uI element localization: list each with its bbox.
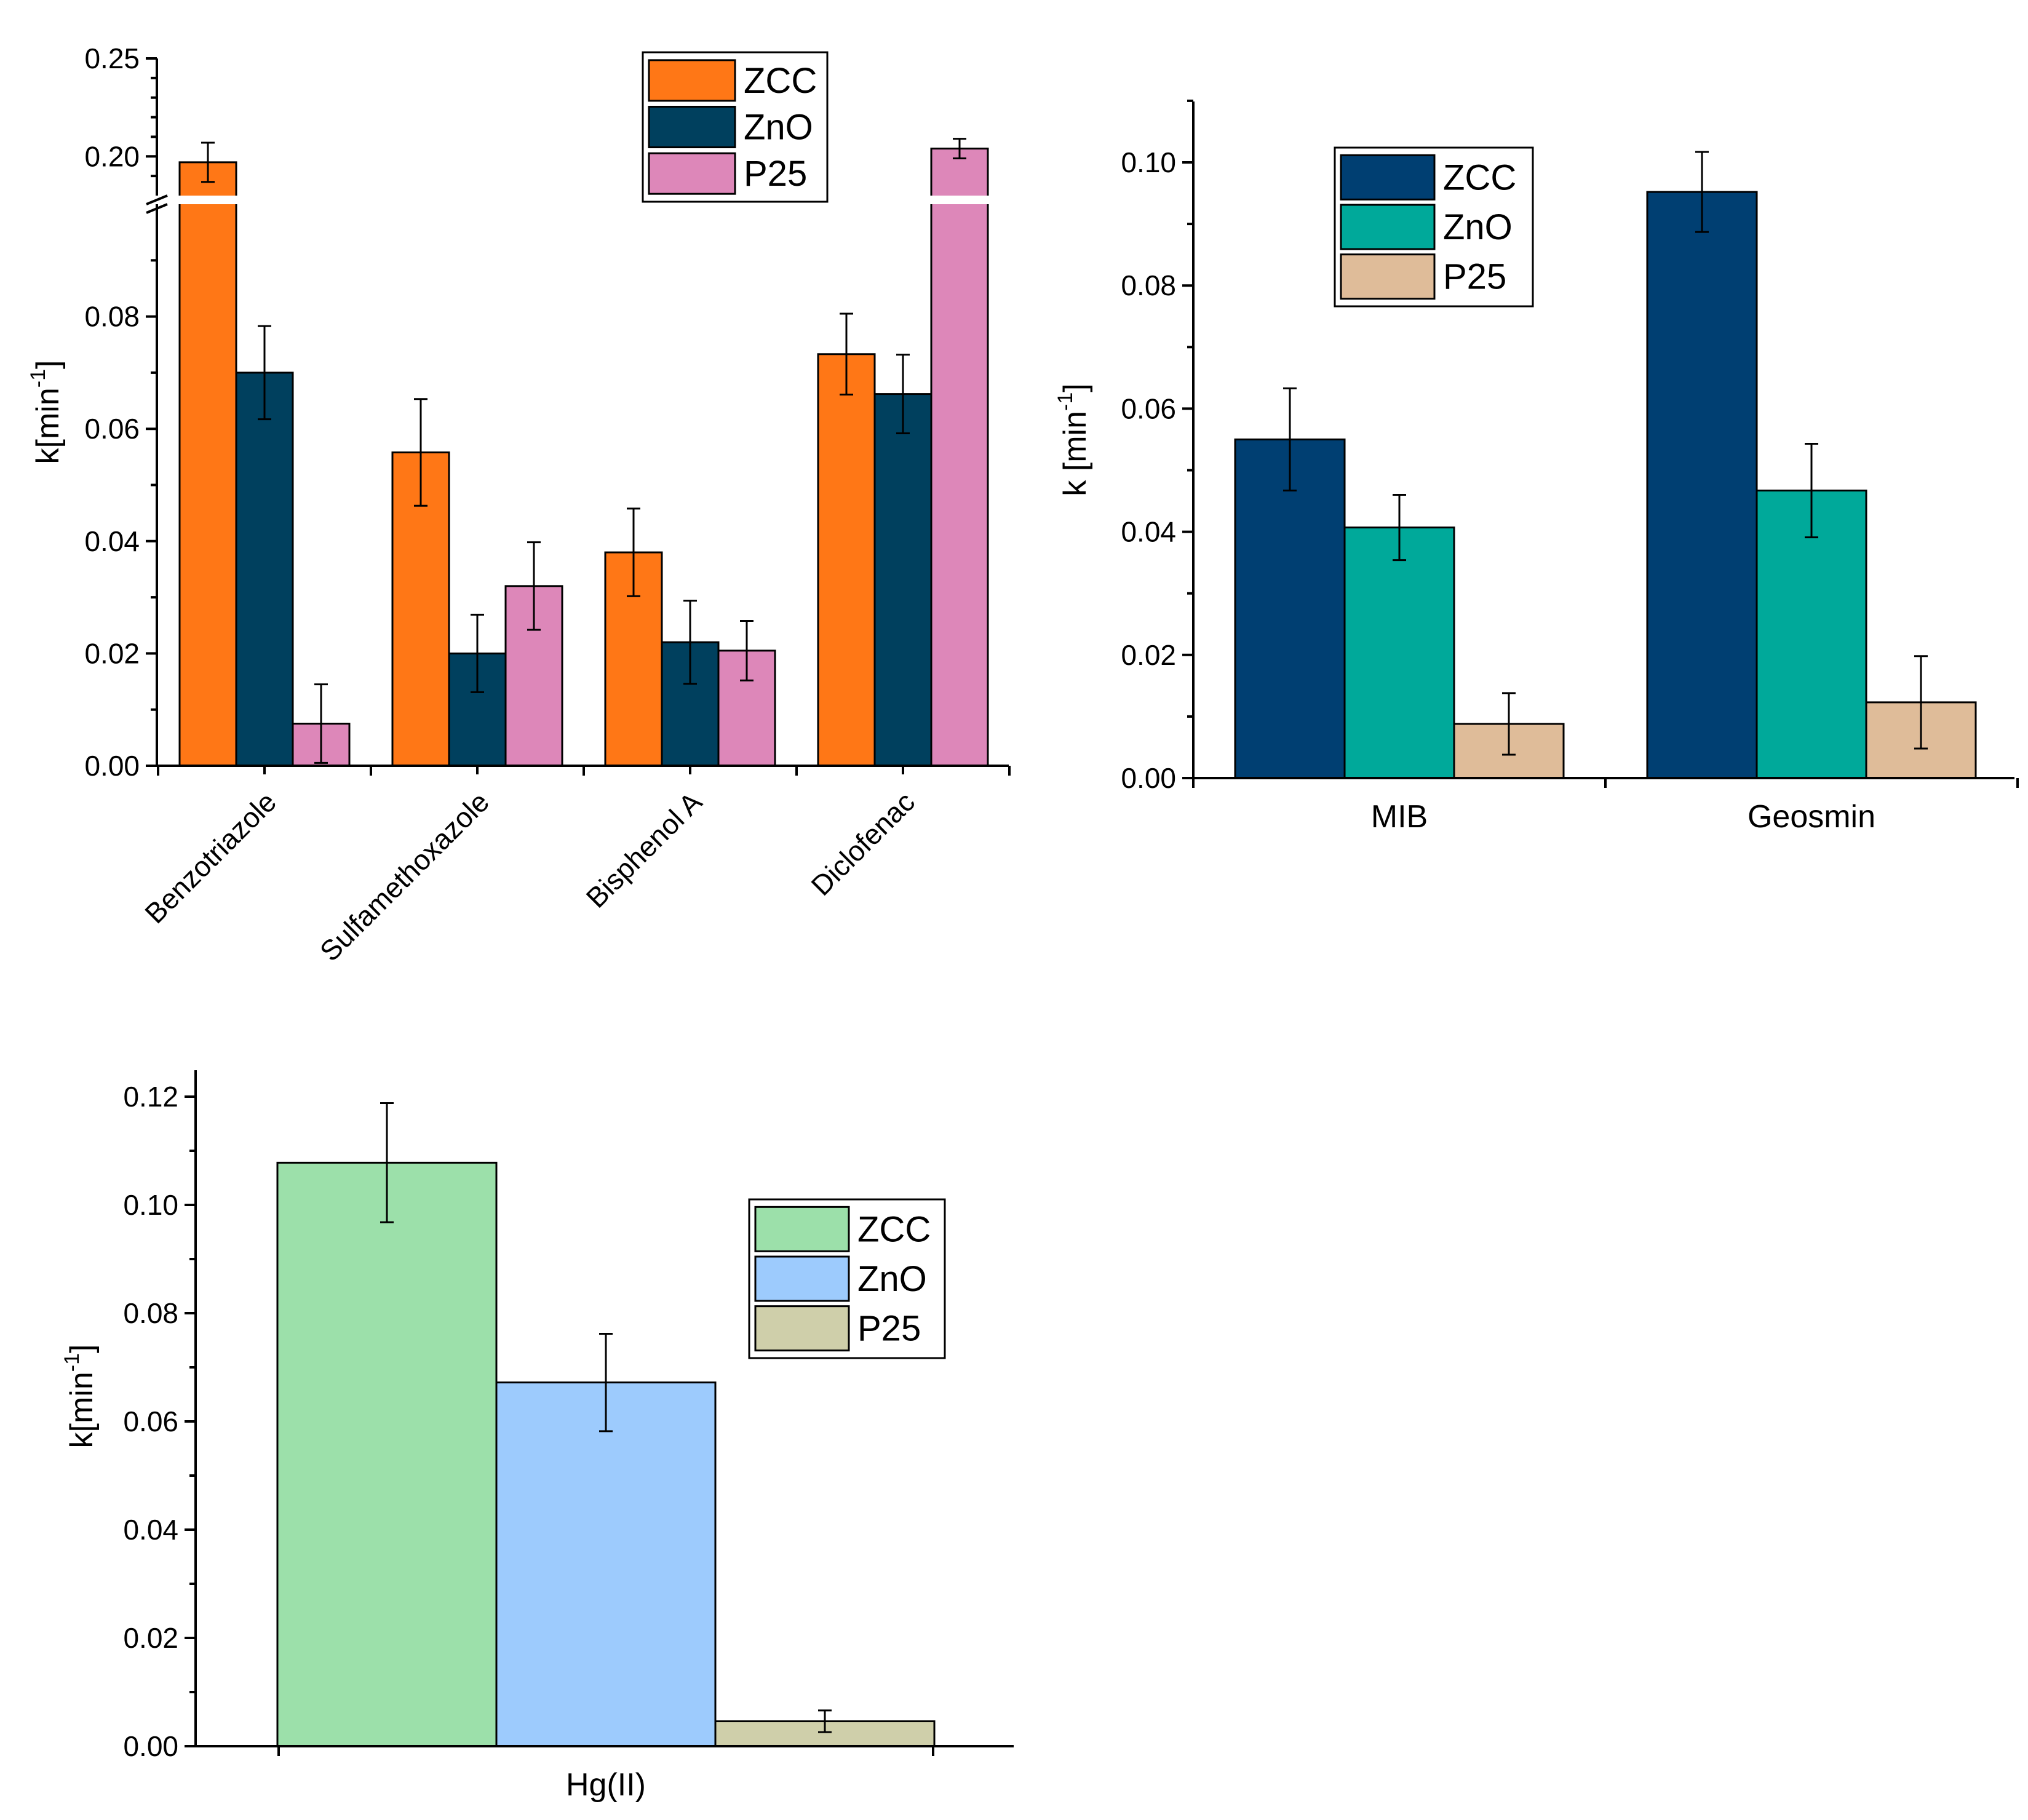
chart2-legend-swatch-zcc (1340, 154, 1436, 201)
chart2-ylabel-sup: -1 (1054, 392, 1077, 411)
chart1-legend-label-zcc: ZCC (744, 61, 817, 101)
chart1-legend-swatch-zno (648, 106, 736, 148)
chart2-legend-label-zno: ZnO (1443, 207, 1513, 247)
chart1-bar-benzotriazole-zcc (178, 161, 237, 767)
chart1-y-tick-label-yticks_lower-3: 0.06 (84, 413, 140, 445)
chart1-axis-break-gap (154, 196, 1009, 204)
chart1-y-tick-label-yticks_lower-4: 0.08 (84, 301, 140, 333)
svg-text:k[min-1]: k[min-1] (60, 1345, 100, 1448)
chart3-y-tick-label-yticks-5: 0.10 (123, 1189, 178, 1221)
chart2-legend: ZCC ZnO P25 (1334, 146, 1534, 308)
chart1-legend-label-p25: P25 (744, 154, 807, 194)
chart3-y-tick-label-yticks-2: 0.04 (123, 1514, 178, 1546)
svg-text:k[min-1]: k[min-1] (26, 360, 66, 464)
chart2-y-tick-label-yticks-5: 0.10 (1121, 146, 1176, 178)
chart1-x-label-sulfamethoxazole: Sulfamethoxazole (314, 785, 495, 967)
chart3-x-label-hg-ii: Hg(II) (566, 1767, 646, 1803)
chart1-legend-swatch-p25 (648, 152, 736, 195)
chart3-legend: ZCC ZnO P25 (748, 1198, 946, 1359)
chart3-y-axis-title: k[min-1] (60, 1345, 100, 1448)
chart-pharmaceuticals: 0.00 0.02 0.04 0.06 0.08 0.20 0.25 Benzotriazo… (26, 42, 1011, 968)
chart3-legend-swatch-zcc (754, 1206, 850, 1252)
chart2-ylabel-main: k [min (1057, 411, 1093, 496)
chart2-y-tick-label-yticks-2: 0.04 (1121, 516, 1176, 548)
chart3-legend-label-zno: ZnO (857, 1259, 927, 1299)
chart3-legend-label-p25: P25 (857, 1309, 921, 1349)
chart3-y-tick-label-yticks-0: 0.00 (123, 1730, 178, 1762)
chart2-error-bars (1283, 151, 1928, 756)
chart2-y-tick-label-yticks-0: 0.00 (1121, 762, 1176, 794)
chart3-y-tick-label-yticks-1: 0.02 (123, 1622, 178, 1654)
chart2-bar-mib-zno (1343, 527, 1455, 779)
chart1-legend-swatch-zcc (648, 59, 736, 102)
chart1-bar-diclofenac-p25 (930, 148, 989, 767)
chart3-ylabel-main: k[min (64, 1372, 100, 1448)
chart3-bar-hg-ii-zno (495, 1381, 717, 1747)
chart1-y-tick-label-yticks_lower-2: 0.04 (84, 525, 140, 557)
chart1-y-axis-title: k[min-1] (26, 360, 66, 464)
chart1-x-label-bisphenol-a: Bisphenol A (579, 785, 708, 914)
chart3-y-tick-label-yticks-6: 0.12 (123, 1081, 178, 1113)
chart3-legend-swatch-zno (754, 1255, 850, 1302)
chart3-ylabel-close: ] (64, 1345, 100, 1353)
chart1-break-mark-a (146, 194, 168, 205)
chart1-bar-diclofenac-zno (873, 393, 932, 767)
chart3-bars (276, 1161, 936, 1747)
chart1-bar-benzotriazole-zno (235, 372, 294, 767)
chart2-bar-mib-zcc (1234, 438, 1346, 779)
chart1-break-mark-b (146, 203, 168, 214)
chart1-error-bars (201, 138, 966, 764)
chart-taste-odor: 0.00 0.02 0.04 0.06 0.08 0.10 MIB Geosmin k [m… (1054, 99, 2019, 835)
chart1-y-tick-label-yticks_upper-0: 0.20 (84, 140, 140, 172)
chart1-ylabel-close: ] (30, 360, 66, 369)
chart2-x-label-mib: MIB (1371, 799, 1428, 835)
chart2-y-axis-title: k [min-1] (1054, 383, 1093, 496)
chart-mercury: 0.00 0.02 0.04 0.06 0.08 0.10 0.12 Hg(II) k[mi… (60, 1070, 1014, 1803)
chart1-ylabel-sup: -1 (26, 369, 50, 387)
chart1-y-tick-label-yticks_lower-1: 0.02 (84, 637, 140, 669)
chart1-x-label-diclofenac: Diclofenac (805, 785, 921, 902)
chart3-y-tick-label-yticks-3: 0.06 (123, 1405, 178, 1437)
chart3-y-ticks: 0.00 0.02 0.04 0.06 0.08 0.10 0.12 (123, 1081, 196, 1762)
chart1-x-label-benzotriazole: Benzotriazole (138, 785, 282, 929)
chart2-y-tick-label-yticks-3: 0.06 (1121, 392, 1176, 424)
chart2-x-label-geosmin: Geosmin (1748, 799, 1875, 835)
chart1-y-ticks: 0.00 0.02 0.04 0.06 0.08 0.20 0.25 (84, 42, 157, 782)
chart1-legend: ZCC ZnO P25 (642, 51, 829, 203)
chart3-legend-label-zcc: ZCC (857, 1209, 931, 1249)
chart2-legend-label-p25: P25 (1443, 257, 1506, 297)
chart2-ylabel-close: ] (1057, 383, 1093, 392)
chart2-y-tick-label-yticks-1: 0.02 (1121, 639, 1176, 671)
chart1-y-tick-label-yticks_lower-0: 0.00 (84, 750, 140, 782)
chart2-legend-swatch-p25 (1340, 253, 1436, 300)
chart2-y-tick-label-yticks-4: 0.08 (1121, 269, 1176, 301)
chart1-x-ticks: Benzotriazole Sulfamethoxazole Bisphenol A… (138, 766, 1011, 968)
chart2-legend-label-zcc: ZCC (1443, 157, 1516, 197)
chart1-bars (178, 148, 989, 767)
chart1-legend-label-zno: ZnO (744, 108, 813, 148)
chart3-y-tick-label-yticks-4: 0.08 (123, 1297, 178, 1329)
chart3-x-ticks: Hg(II) (277, 1746, 934, 1803)
chart1-bar-diclofenac-zcc (817, 353, 876, 767)
chart2-y-ticks: 0.00 0.02 0.04 0.06 0.08 0.10 (1121, 99, 1193, 794)
chart2-legend-swatch-zno (1340, 204, 1436, 250)
chart1-y-tick-label-yticks_upper-1: 0.25 (84, 42, 140, 74)
chart3-ylabel-sup: -1 (60, 1353, 84, 1372)
chart3-legend-swatch-p25 (754, 1305, 850, 1352)
svg-text:k [min-1]: k [min-1] (1054, 383, 1093, 496)
chart2-bar-geosmin-zcc (1646, 191, 1758, 779)
chart1-ylabel-main: k[min (30, 387, 66, 464)
chart3-error-bars (380, 1102, 832, 1733)
chart1-bar-sulfamethoxazole-p25 (504, 585, 563, 767)
chart3-bar-hg-ii-zcc (276, 1161, 498, 1747)
chart2-x-ticks: MIB Geosmin (1192, 778, 2019, 835)
